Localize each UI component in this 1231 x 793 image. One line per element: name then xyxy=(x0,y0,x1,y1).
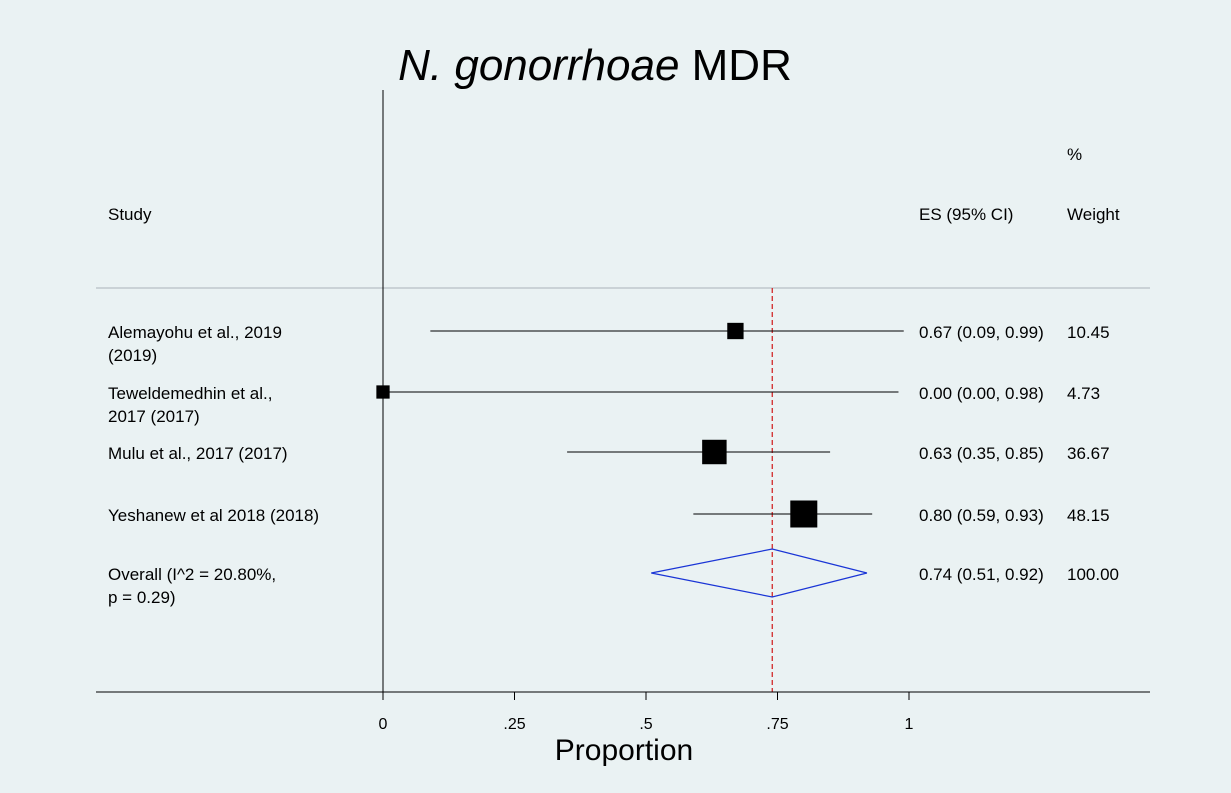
overall-row: Overall (I^2 = 20.80%, p = 0.29) 0.74 (0.5… xyxy=(108,548,1119,607)
overall-diamond xyxy=(651,548,868,598)
x-tick-label: .5 xyxy=(639,716,652,733)
overall-weight: 100.00 xyxy=(1067,565,1119,584)
x-tick-label: .25 xyxy=(503,716,525,733)
header-weight: Weight xyxy=(1067,205,1120,224)
study-label: Alemayohu et al., 2019 xyxy=(108,323,282,342)
study-weight: 36.67 xyxy=(1067,444,1110,463)
study-label: (2019) xyxy=(108,346,157,365)
study-row: Teweldemedhin et al., 2017 (2017) 0.00 (0.… xyxy=(108,384,1100,426)
x-tick-label: .75 xyxy=(766,716,788,733)
overall-es-ci: 0.74 (0.51, 0.92) xyxy=(919,565,1044,584)
study-label: Yeshanew et al 2018 (2018) xyxy=(108,506,319,525)
overall-label: Overall (I^2 = 20.80%, xyxy=(108,565,276,584)
x-axis-label: Proportion xyxy=(555,734,693,767)
point-estimate-square xyxy=(790,500,818,528)
x-tick-label: 1 xyxy=(905,716,914,733)
study-weight: 10.45 xyxy=(1067,323,1110,342)
header-es-ci: ES (95% CI) xyxy=(919,205,1013,224)
study-row: Alemayohu et al., 2019 (2019) 0.67 (0.09, … xyxy=(108,322,1110,365)
study-label: Teweldemedhin et al., xyxy=(108,384,272,403)
point-estimate-square xyxy=(376,385,390,399)
study-es-ci: 0.80 (0.59, 0.93) xyxy=(919,506,1044,525)
header-study: Study xyxy=(108,205,152,224)
chart-title-italic: N. gonorrhoae xyxy=(398,41,679,90)
point-estimate-square xyxy=(702,439,727,465)
chart-title: N. gonorrhoae MDR xyxy=(398,41,792,90)
header-weight-percent: % xyxy=(1067,145,1082,164)
overall-label: p = 0.29) xyxy=(108,588,176,607)
study-es-ci: 0.67 (0.09, 0.99) xyxy=(919,323,1044,342)
study-label: 2017 (2017) xyxy=(108,407,200,426)
x-tick-label: 0 xyxy=(379,716,388,733)
study-row: Mulu et al., 2017 (2017) 0.63 (0.35, 0.85… xyxy=(108,439,1110,465)
study-weight: 48.15 xyxy=(1067,506,1110,525)
study-weight: 4.73 xyxy=(1067,384,1100,403)
study-es-ci: 0.00 (0.00, 0.98) xyxy=(919,384,1044,403)
study-row: Yeshanew et al 2018 (2018) 0.80 (0.59, 0.… xyxy=(108,500,1110,528)
study-es-ci: 0.63 (0.35, 0.85) xyxy=(919,444,1044,463)
point-estimate-square xyxy=(727,322,744,340)
chart-title-rest: MDR xyxy=(679,41,791,90)
study-label: Mulu et al., 2017 (2017) xyxy=(108,444,288,463)
